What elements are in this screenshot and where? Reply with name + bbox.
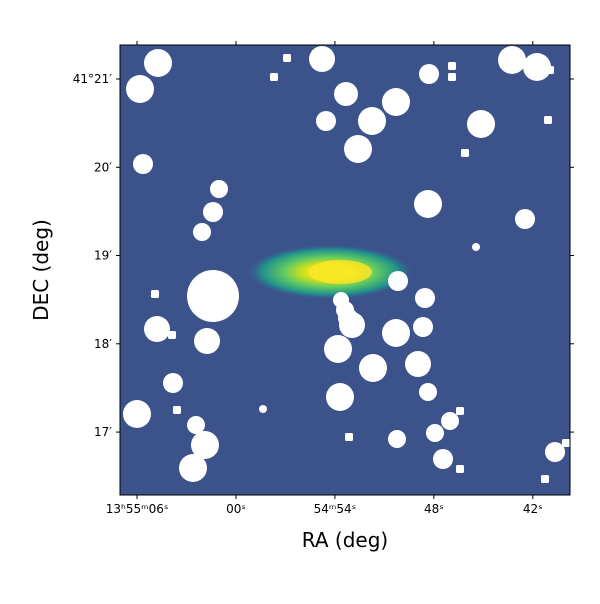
mask-square [546,66,554,74]
y-tick-label: 18′ [94,337,112,351]
x-tick-label: 54ᵐ54ˢ [314,502,357,516]
mask-circle [326,383,354,411]
mask-circle [515,209,535,229]
mask-circle [415,288,435,308]
axes-frame [119,44,571,496]
mask-circle [441,412,459,430]
mask-circle [316,111,336,131]
mask-square [448,62,456,70]
galaxy-core [308,260,372,284]
mask-square [283,54,291,62]
mask-square [456,407,464,415]
mask-circle [359,354,387,382]
mask-circle [324,335,352,363]
mask-circle [259,405,267,413]
mask-circle [419,383,437,401]
mask-square [151,290,159,298]
y-tick-label: 20′ [94,160,112,174]
mask-circle [344,135,372,163]
mask-circle [426,424,444,442]
mask-circle [193,223,211,241]
mask-square [541,475,549,483]
y-axis-label: DEC (deg) [29,219,53,321]
mask-circle [123,400,151,428]
mask-square [448,73,456,81]
mask-circle [126,75,154,103]
mask-circle [388,430,406,448]
mask-circle [163,373,183,393]
mask-circle [191,431,219,459]
mask-circle [413,317,433,337]
mask-square [270,73,278,81]
mask-circle [388,271,408,291]
mask-square [173,406,181,414]
mask-circle [467,110,495,138]
mask-square [345,433,353,441]
x-tick-label: 48ˢ [424,502,444,516]
mask-circle [210,180,228,198]
mask-circle [414,190,442,218]
mask-circle [144,316,170,342]
mask-circle [194,328,220,354]
mask-circle [334,82,358,106]
mask-circle [498,46,526,74]
mask-circle [523,53,551,81]
mask-circle [472,243,480,251]
mask-circle [433,449,453,469]
mask-circle [187,416,205,434]
mask-circle [339,312,365,338]
mask-square [168,331,176,339]
mask-circle [203,202,223,222]
mask-circle [545,442,565,462]
mask-circle [382,319,410,347]
y-tick-label: 19′ [94,249,112,263]
mask-circle [419,64,439,84]
x-axis-label: RA (deg) [302,528,388,552]
mask-circle [187,270,239,322]
mask-circle [144,49,172,77]
mask-circle [405,351,431,377]
mask-circle [133,154,153,174]
image [120,45,570,495]
mask-square [456,465,464,473]
x-tick-label: 42ˢ [523,502,543,516]
y-tick-label: 41°21′ [73,72,113,86]
y-tick-label: 17′ [94,425,112,439]
mask-square [562,439,570,447]
mask-circle [382,88,410,116]
mask-square [544,116,552,124]
mask-circle [358,107,386,135]
mask-circle [179,454,207,482]
mask-square [461,149,469,157]
x-tick-label: 13ʰ55ᵐ06ˢ [106,502,169,516]
x-tick-label: 00ˢ [226,502,246,516]
mask-circle [309,46,335,72]
